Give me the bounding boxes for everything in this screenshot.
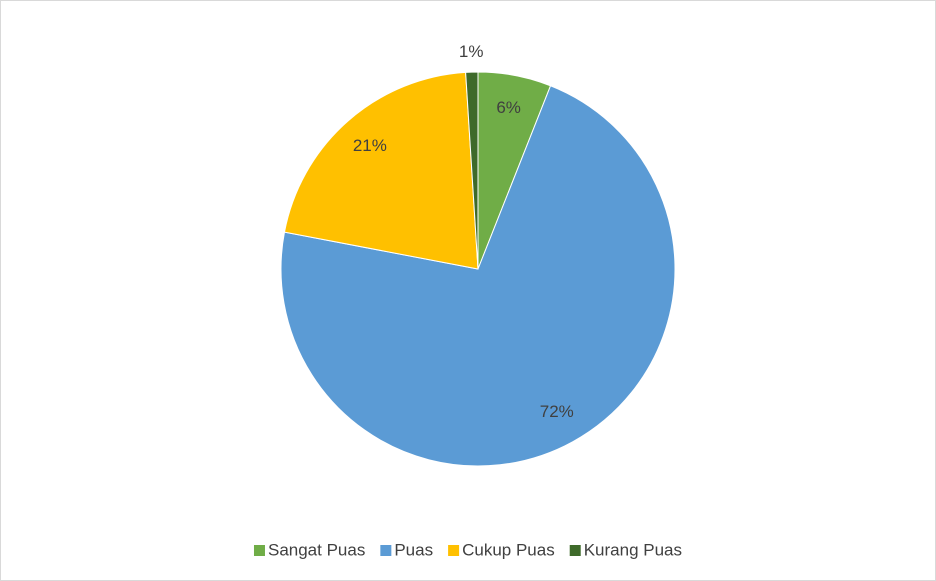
legend-swatch: [569, 545, 581, 556]
legend-label: Cukup Puas: [462, 540, 555, 559]
legend-label: Sangat Puas: [268, 540, 365, 559]
data-label: 21%: [353, 136, 387, 155]
legend-swatch: [380, 545, 392, 556]
data-label: 6%: [496, 98, 521, 117]
pie-slice: [465, 71, 479, 270]
data-labels: 6% 72% 21% 1%: [353, 42, 574, 421]
legend: Sangat Puas Puas Cukup Puas Kurang Puas: [253, 540, 682, 559]
legend-label: Puas: [394, 540, 433, 559]
pie-slice: [283, 71, 479, 270]
data-label: 72%: [540, 402, 574, 421]
legend-swatch: [253, 545, 265, 556]
data-label: 1%: [459, 42, 484, 61]
pie-slice: [280, 85, 676, 467]
pie: [280, 71, 676, 467]
legend-label: Kurang Puas: [584, 540, 682, 559]
legend-swatch: [448, 545, 460, 556]
